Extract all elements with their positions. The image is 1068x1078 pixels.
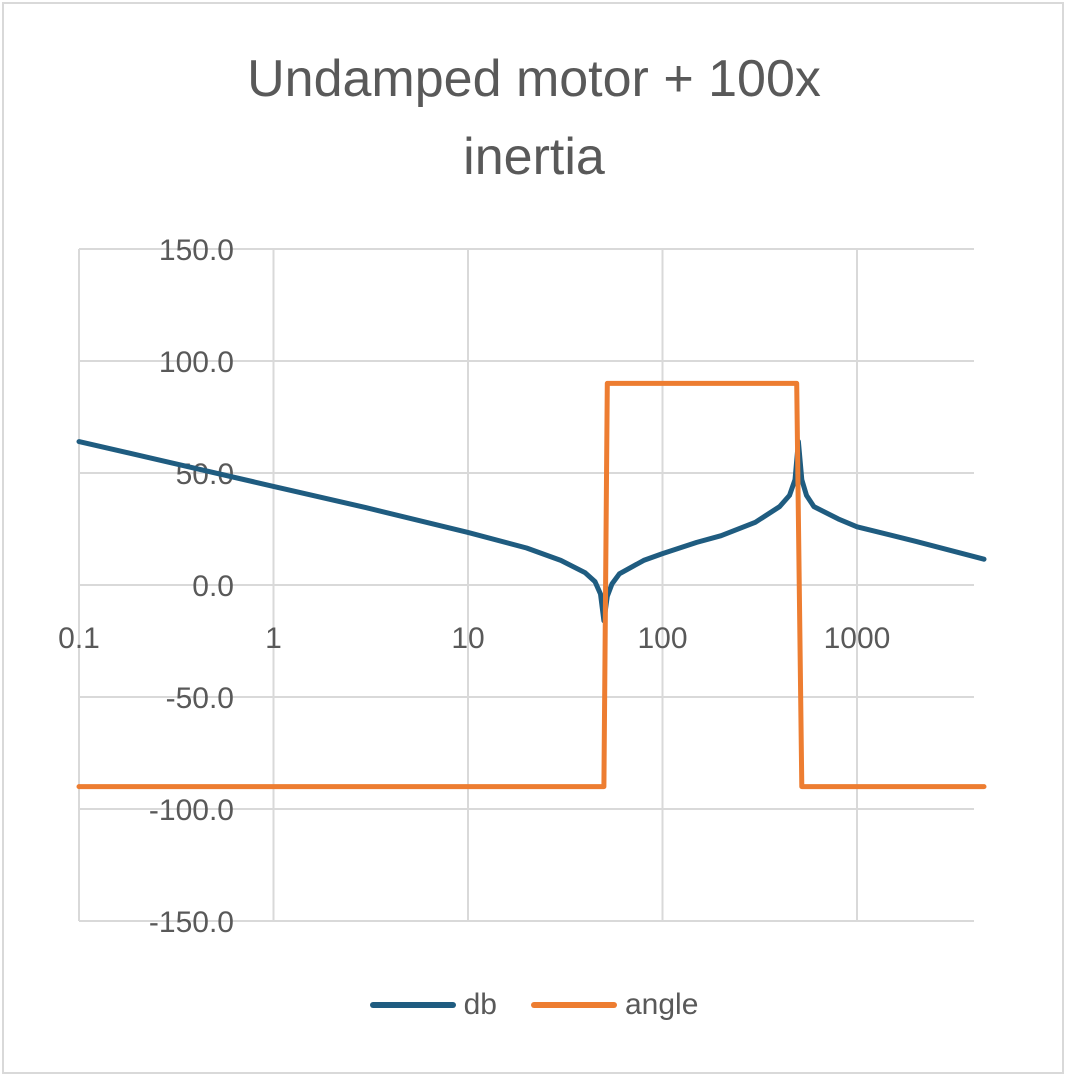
chart-title-line-2: inertia [463,128,605,186]
x-axis-tick-labels: 0.1 1 10 100 1000 [58,622,890,655]
legend-swatch-angle [530,1002,617,1008]
y-tick-label: 150.0 [159,234,234,267]
legend-label-db: db [463,988,497,1021]
x-tick-label: 1 [265,622,282,655]
gridlines [78,248,974,922]
legend: db angle [0,988,1068,1022]
legend-item-angle: angle [530,988,699,1022]
y-tick-label: -50.0 [166,682,234,715]
x-tick-label: 1000 [824,622,891,655]
y-tick-label: -100.0 [149,794,234,827]
x-tick-label: 10 [451,622,484,655]
series-line-angle [76,380,987,790]
x-tick-label: 100 [637,622,687,655]
chart-title-line-1: Undamped motor + 100x [247,50,821,108]
legend-label-angle: angle [624,988,699,1021]
legend-swatch-db [369,1002,456,1008]
chart-title: Undamped motor + 100x inertia [0,40,1068,196]
legend-item-db: db [369,988,497,1022]
y-tick-label: 100.0 [159,346,234,379]
y-tick-label: 0.0 [192,570,234,603]
x-tick-label: 0.1 [58,622,100,655]
y-tick-label: -150.0 [149,906,234,939]
series-lines [76,380,987,790]
series-line-db [76,439,987,624]
